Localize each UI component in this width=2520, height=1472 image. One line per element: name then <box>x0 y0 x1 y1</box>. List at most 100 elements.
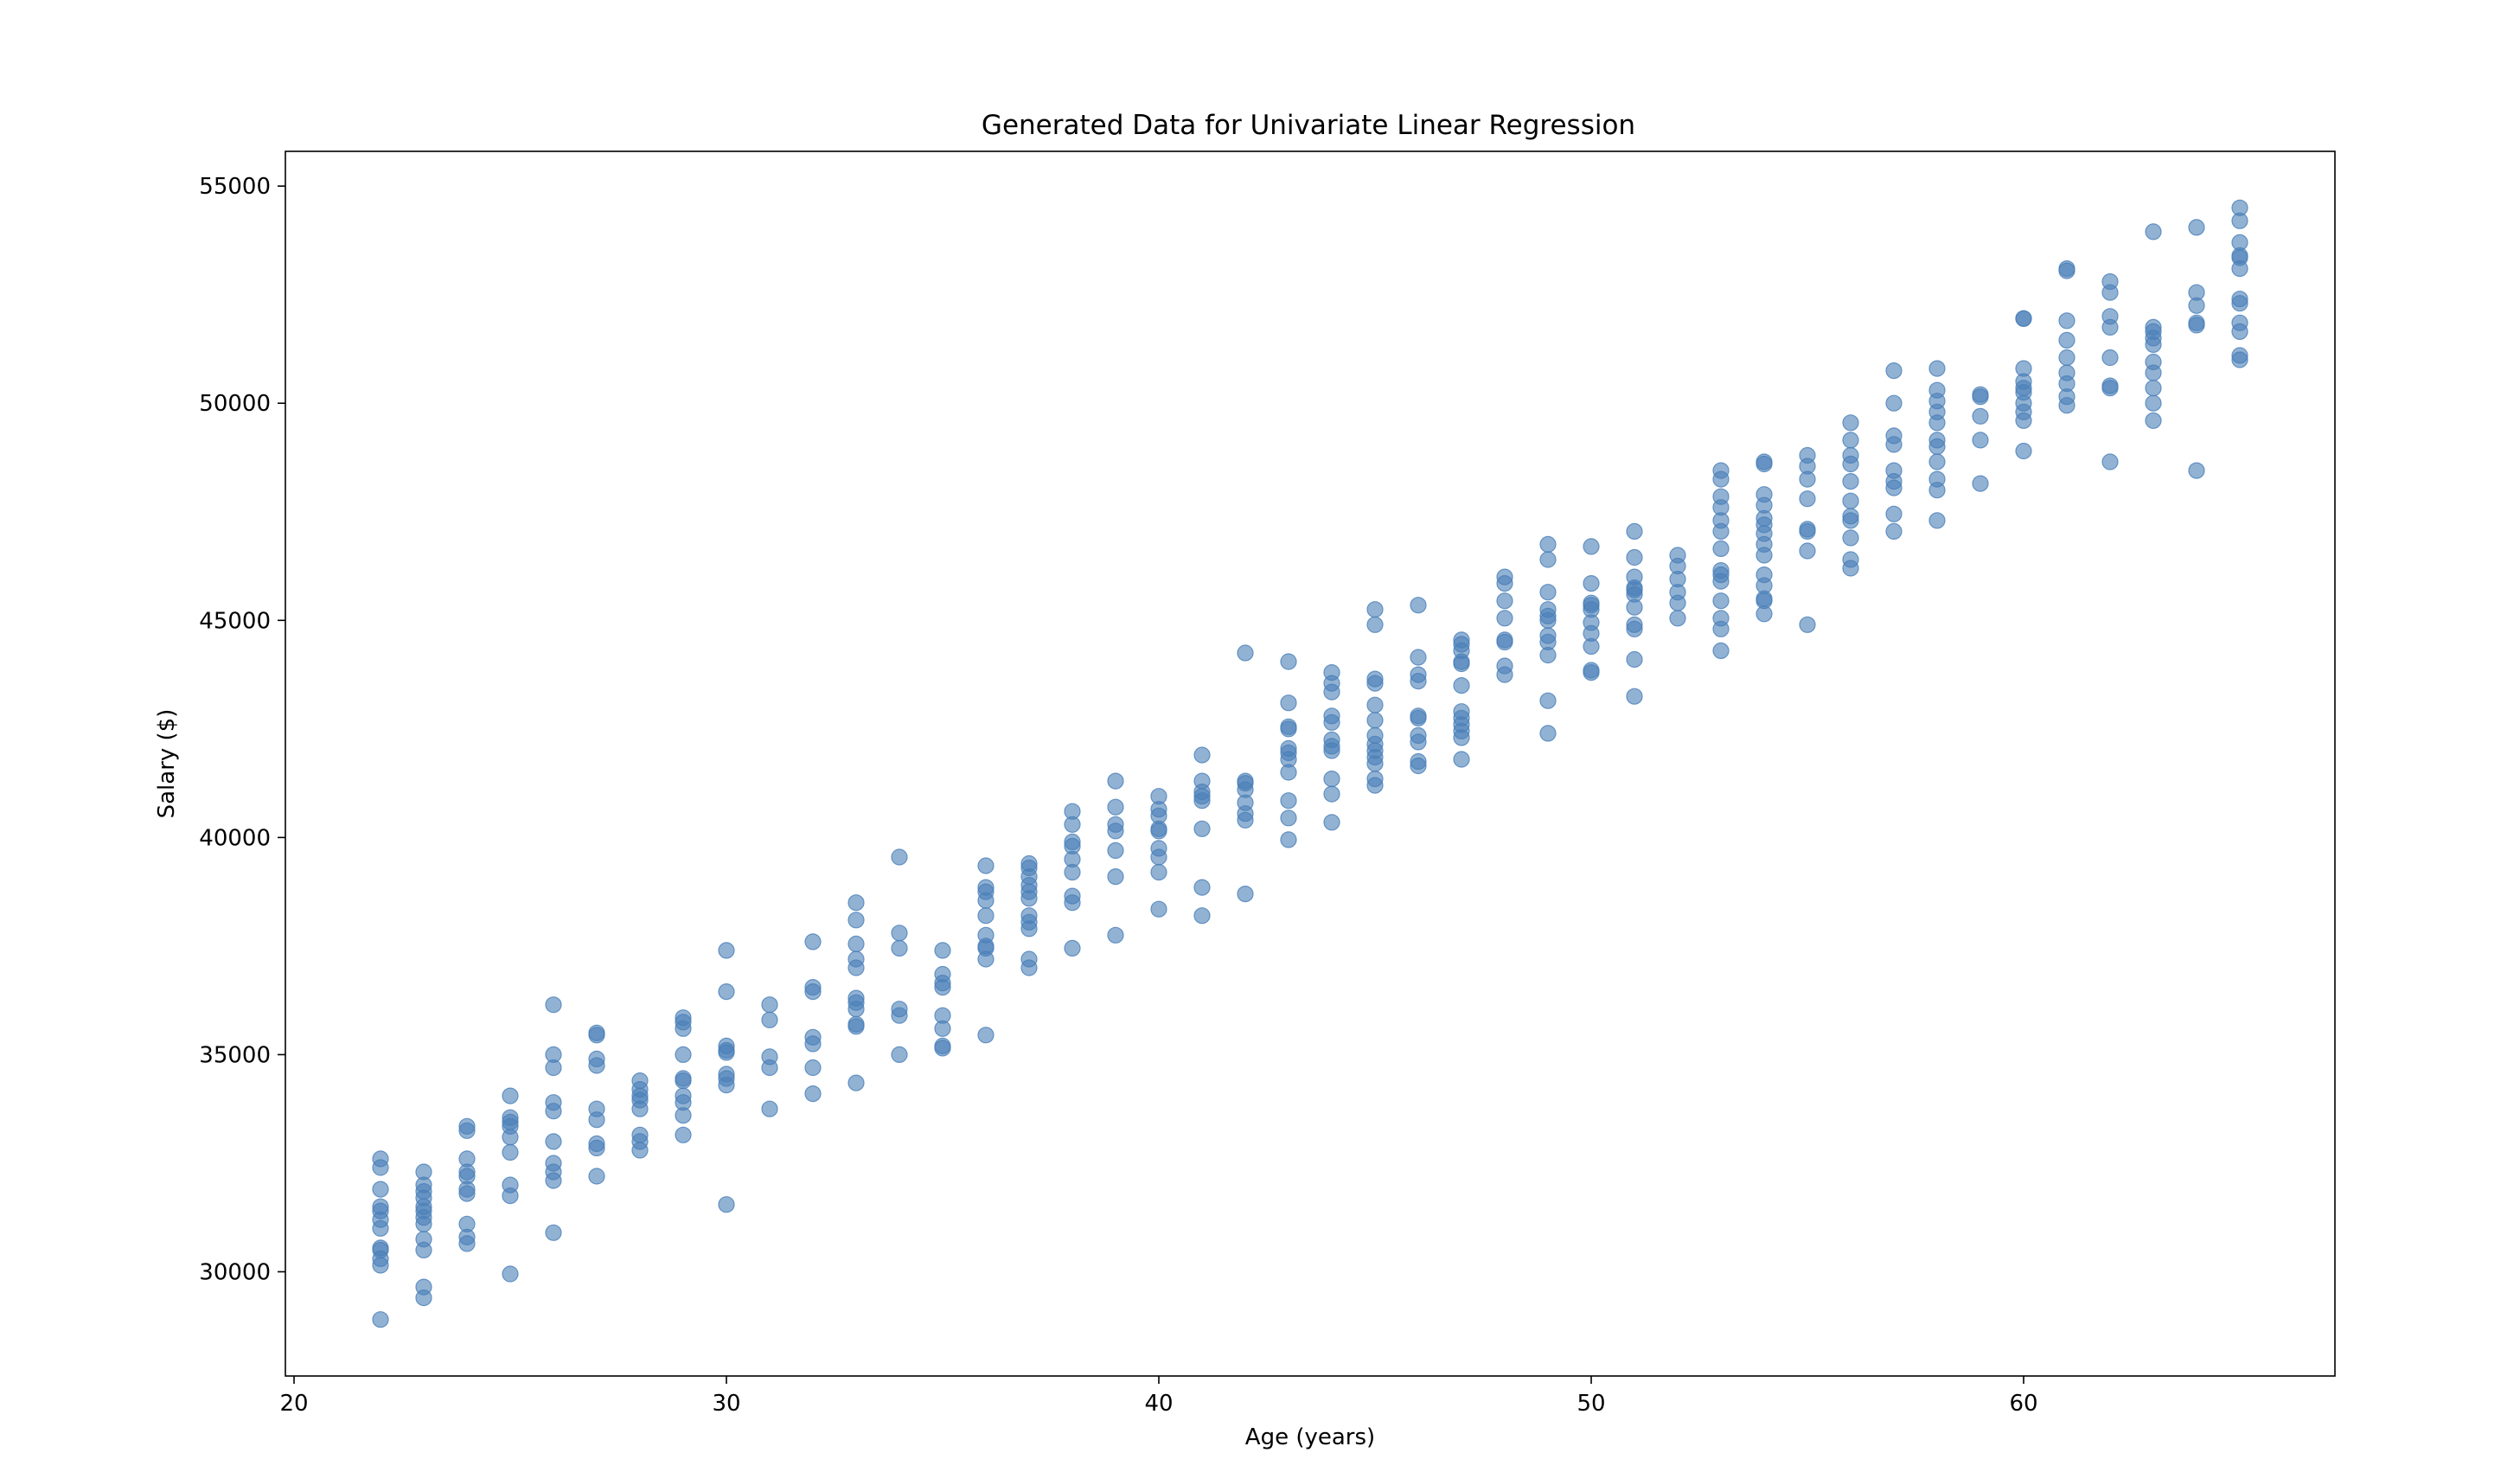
data-point <box>1712 462 1730 479</box>
data-point <box>718 982 735 1001</box>
data-point <box>1064 887 1081 905</box>
data-point <box>2231 291 2248 308</box>
data-point <box>1972 386 1989 403</box>
data-point <box>502 1176 519 1194</box>
data-point <box>415 1278 432 1296</box>
data-point <box>1583 574 1600 592</box>
data-point <box>1237 885 1254 903</box>
data-point <box>2231 314 2248 331</box>
data-point <box>761 1048 778 1066</box>
data-point <box>804 1085 822 1103</box>
points-layer <box>372 199 2248 1328</box>
data-point <box>2188 462 2205 479</box>
data-point <box>1150 863 1167 881</box>
data-point <box>1280 718 1297 735</box>
data-point <box>1280 831 1297 848</box>
data-point <box>804 1059 822 1077</box>
data-point <box>1496 657 1513 675</box>
data-point <box>1583 538 1600 555</box>
data-point <box>458 1150 476 1168</box>
data-point <box>2101 349 2119 367</box>
x-axis: 20 30 40 50 60 <box>279 1376 2038 1417</box>
data-point <box>718 1066 735 1083</box>
y-tick-label: 35000 <box>199 1042 271 1068</box>
data-point <box>891 1046 908 1064</box>
data-point <box>1410 726 1427 745</box>
data-point <box>502 1143 519 1162</box>
data-point <box>1366 726 1384 745</box>
data-point <box>2101 453 2119 470</box>
data-point <box>2231 347 2248 364</box>
data-point <box>977 926 995 944</box>
data-point <box>372 1239 389 1257</box>
data-point <box>761 1100 778 1117</box>
x-tick-label: 20 <box>279 1391 308 1417</box>
data-point <box>588 1050 605 1068</box>
data-point <box>675 1009 692 1027</box>
data-point <box>847 1015 865 1033</box>
y-tick-label: 50000 <box>199 391 271 417</box>
data-point <box>1496 592 1513 610</box>
data-point <box>2145 394 2162 412</box>
data-point <box>1107 926 1124 944</box>
data-point <box>1799 542 1816 560</box>
data-point <box>1280 792 1297 810</box>
data-point <box>2231 234 2248 251</box>
data-point <box>1928 470 1946 488</box>
data-point <box>1539 535 1557 554</box>
data-point <box>1583 662 1600 679</box>
data-point <box>1323 731 1340 749</box>
data-point <box>1539 692 1557 709</box>
data-point <box>588 1135 605 1153</box>
y-axis: 30000 35000 40000 45000 50000 55000 <box>199 174 285 1285</box>
data-point <box>675 1126 692 1143</box>
data-point <box>1020 950 1038 968</box>
data-point <box>1064 833 1081 851</box>
data-point <box>1799 446 1816 464</box>
data-point <box>415 1163 432 1181</box>
data-point <box>1928 360 1946 377</box>
data-point <box>2145 380 2162 397</box>
data-point <box>934 965 951 983</box>
data-point <box>1410 649 1427 666</box>
data-point <box>1193 879 1211 896</box>
data-point <box>2188 314 2205 331</box>
data-point <box>2188 284 2205 301</box>
y-tick-label: 45000 <box>199 608 271 634</box>
data-point <box>1366 670 1384 688</box>
data-point <box>1626 548 1643 566</box>
data-point <box>1020 854 1038 873</box>
data-point <box>2188 219 2205 236</box>
data-point <box>1885 427 1903 445</box>
data-point <box>1539 627 1557 644</box>
data-point <box>1366 770 1384 788</box>
data-point <box>1842 414 1859 432</box>
data-point <box>631 1126 649 1143</box>
data-point <box>372 1311 389 1328</box>
data-point <box>2145 223 2162 240</box>
data-point <box>545 1094 562 1111</box>
data-point <box>1712 642 1730 660</box>
data-point <box>588 1024 605 1041</box>
data-point <box>847 935 865 953</box>
data-point <box>1928 381 1946 399</box>
data-point <box>1842 492 1859 509</box>
data-point <box>1366 712 1384 729</box>
data-point <box>1669 547 1686 564</box>
data-point <box>1799 616 1816 633</box>
data-point <box>1842 446 1859 464</box>
data-point <box>1280 810 1297 827</box>
data-point <box>545 1224 562 1241</box>
data-point <box>1842 472 1859 490</box>
data-point <box>1928 432 1946 449</box>
data-point <box>545 1046 562 1064</box>
data-point <box>1323 663 1340 682</box>
data-point <box>1972 475 1989 492</box>
data-point <box>675 1070 692 1087</box>
data-point <box>1626 688 1643 705</box>
data-point <box>545 1133 562 1150</box>
data-point <box>977 879 995 896</box>
y-tick-label: 55000 <box>199 174 271 200</box>
data-point <box>1496 610 1513 627</box>
data-point <box>2058 364 2075 381</box>
